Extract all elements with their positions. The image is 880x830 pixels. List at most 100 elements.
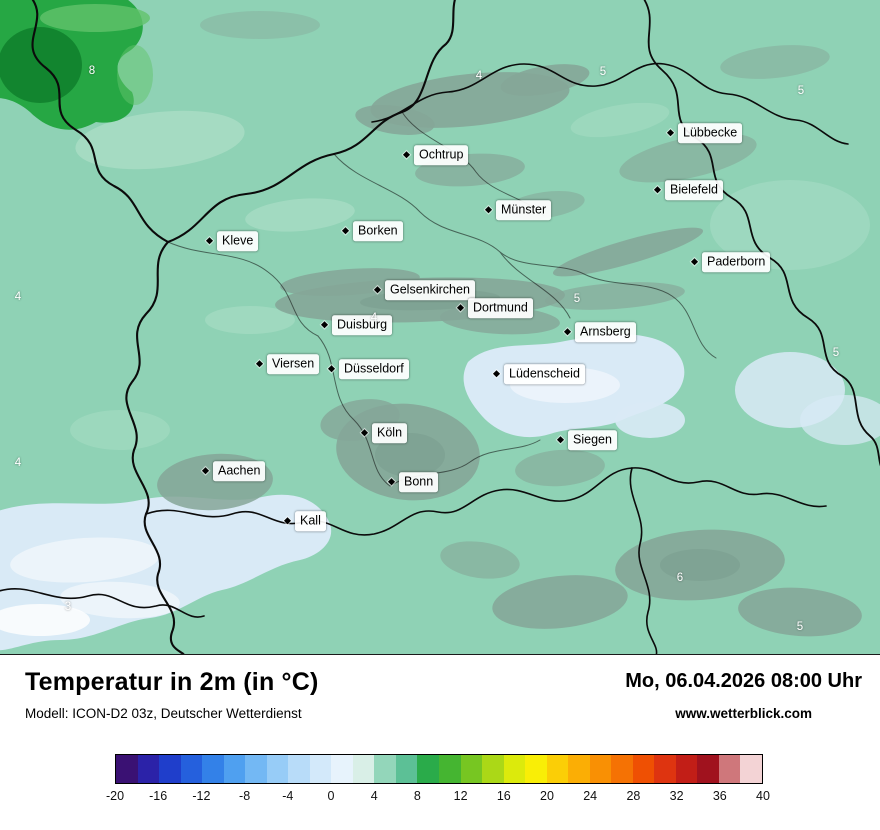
city-dot-icon [387,478,396,486]
city-label: Viersen [267,354,320,374]
legend-tick-label: 0 [327,789,335,803]
legend-tick-label: 20 [540,789,554,803]
temperature-value: 4 [14,291,22,303]
city-marker-l-bbecke: Lübbecke [666,123,743,143]
legend-tick-label: -20 [105,789,125,803]
legend-color-segment [288,755,310,783]
legend-color-segment [568,755,590,783]
city-label: Bonn [399,472,439,492]
temperature-value: 5 [599,66,607,78]
city-dot-icon [556,436,565,444]
temperature-value: 5 [797,85,805,97]
city-label: Köln [372,423,408,443]
city-dot-icon [492,370,501,378]
legend-color-segment [266,755,289,783]
legend-color-segment [740,755,762,783]
city-dot-icon [484,206,493,214]
city-label: Gelsenkirchen [385,280,475,300]
city-marker-k-ln: Köln [360,423,408,443]
city-label: Lübbecke [678,123,743,143]
city-marker-dortmund: Dortmund [456,298,533,318]
legend-tick-label: 36 [712,789,727,803]
legend-color-segment [202,755,224,783]
map-area: Lübbecke Ochtrup Münster Bielefeld Borken Kle… [0,0,880,655]
website-link[interactable]: www.wetterblick.com [675,706,812,721]
legend-color-segment [546,755,569,783]
legend-color-segment [525,755,547,783]
city-marker-arnsberg: Arnsberg [563,322,636,342]
legend-color-segment [395,755,418,783]
legend-color-segment [245,755,267,783]
legend-color-segment [697,755,719,783]
city-dot-icon [341,227,350,235]
temperature-value: 4 [370,312,378,324]
city-label: Borken [353,221,403,241]
legend-color-segment [503,755,526,783]
city-dot-icon [456,304,465,312]
city-marker-l-denscheid: Lüdenscheid [492,364,585,384]
city-marker-paderborn: Paderborn [690,252,771,272]
city-dot-icon [402,151,411,159]
legend-color-segment [482,755,504,783]
city-dot-icon [563,328,572,336]
legend-color-segment [632,755,655,783]
legend-color-segment [589,755,612,783]
legend-tick-label: -8 [239,789,251,803]
city-dot-icon [653,186,662,194]
city-marker-duisburg: Duisburg [320,315,393,335]
map-cold-regions [0,334,880,651]
legend-tick-label: -12 [192,789,211,803]
legend-color-segment [137,755,160,783]
temperature-legend: -20 -16 -12 -8 -4 0 4 8 12 16 20 24 28 32 36 40 [106,754,770,807]
legend-color-segment [180,755,203,783]
city-marker-kall: Kall [283,511,326,531]
temperature-value: 3 [64,601,72,613]
map-title: Temperatur in 2m (in °C) [25,668,319,696]
temperature-value: 5 [832,347,840,359]
legend-color-segment [159,755,181,783]
city-marker-bonn: Bonn [387,472,439,492]
city-label: Arnsberg [575,322,636,342]
city-label: Lüdenscheid [504,364,585,384]
city-dot-icon [327,365,336,373]
city-label: Ochtrup [414,145,469,165]
legend-color-segment [374,755,396,783]
legend-tick-label: 4 [370,789,378,803]
legend-tick-label: 28 [626,789,641,803]
legend-color-segment [116,755,138,783]
datetime-block: Mo, 06.04.2026 08:00 Uhr www.wetterblick… [625,670,862,721]
legend-color-segment [718,755,741,783]
city-marker-gelsenkirchen: Gelsenkirchen [373,280,475,300]
city-label: Bielefeld [665,180,723,200]
city-label: Düsseldorf [339,359,409,379]
city-label: Münster [496,200,552,220]
city-label: Dortmund [468,298,533,318]
legend-tick-label: -16 [149,789,168,803]
legend-color-segment [331,755,353,783]
legend-color-segment [309,755,332,783]
city-marker-m-nster: Münster [484,200,552,220]
map-borders [0,0,880,654]
legend-bar [115,754,763,784]
model-info: Modell: ICON-D2 03z, Deutscher Wetterdie… [25,706,302,721]
legend-tick-label: -4 [282,789,294,803]
city-marker-viersen: Viersen [255,354,320,374]
city-dot-icon [201,467,210,475]
city-marker-aachen: Aachen [201,461,266,481]
legend-color-segment [611,755,633,783]
city-marker-siegen: Siegen [556,430,617,450]
legend-color-segment [417,755,439,783]
city-dot-icon [666,129,675,137]
legend-color-segment [223,755,246,783]
temperature-value: 4 [475,70,483,82]
city-dot-icon [360,429,369,437]
city-dot-icon [255,360,264,368]
legend-tick-label: 16 [496,789,511,803]
legend-color-segment [675,755,698,783]
legend-ticks: -20 -16 -12 -8 -4 0 4 8 12 16 20 24 28 32 36 40 [106,789,770,807]
city-dot-icon [320,321,329,329]
legend-color-segment [460,755,483,783]
legend-color-segment [438,755,461,783]
city-dot-icon [373,286,382,294]
